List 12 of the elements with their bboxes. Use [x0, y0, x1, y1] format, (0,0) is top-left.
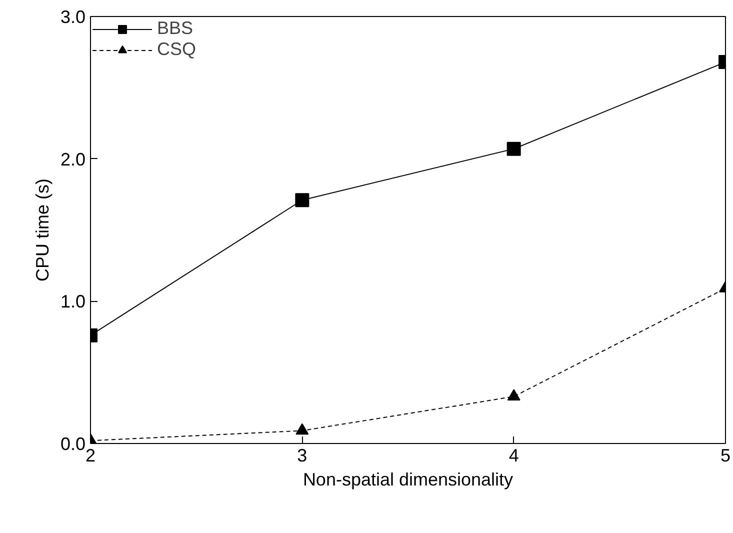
x-tick-label: 3	[297, 446, 308, 466]
legend-label: BBS	[157, 18, 194, 39]
y-tick-label: 0.0	[60, 434, 86, 454]
x-tick-label: 5	[720, 446, 731, 466]
x-tick-label: 4	[508, 446, 519, 466]
y-tick-label: 3.0	[60, 7, 86, 27]
y-tick-label: 1.0	[60, 292, 86, 312]
x-tick-label: 2	[85, 446, 96, 466]
y-axis-title: CPU time (s)	[32, 178, 52, 282]
legend-label: CSQ	[157, 39, 196, 60]
y-tick-label: 2.0	[60, 149, 86, 170]
x-axis-title: Non-spatial dimensionality	[302, 470, 514, 490]
